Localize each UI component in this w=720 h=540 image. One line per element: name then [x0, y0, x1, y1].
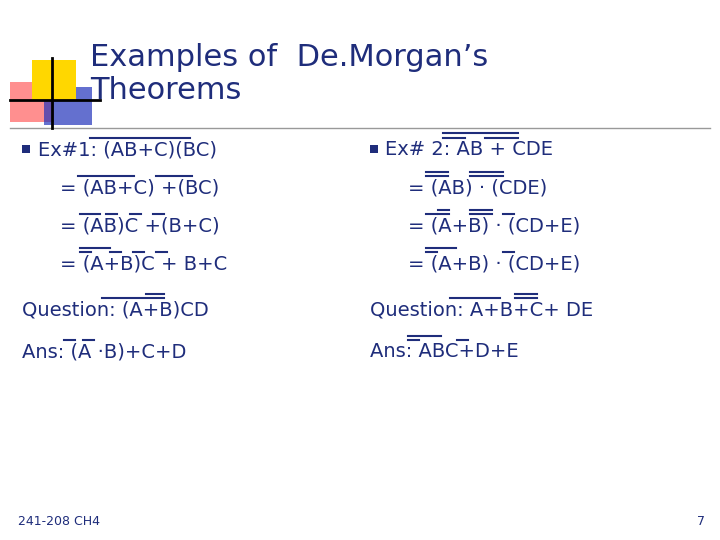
Bar	[22, 145, 30, 153]
Text: Ans: (A ·B)+C+D: Ans: (A ·B)+C+D	[22, 342, 186, 361]
Text: = (A+B)C + B+C: = (A+B)C + B+C	[60, 254, 228, 273]
Text: = (A+B) · (CD+E): = (A+B) · (CD+E)	[408, 254, 580, 273]
Bar	[10, 82, 54, 122]
Text: Ans: ABC+D+E: Ans: ABC+D+E	[370, 342, 518, 361]
Text: 7: 7	[697, 515, 705, 528]
Text: 241-208 CH4: 241-208 CH4	[18, 515, 100, 528]
Text: = (AB+C) +(BC): = (AB+C) +(BC)	[60, 178, 220, 197]
Text: Examples of  De.Morgan’s: Examples of De.Morgan’s	[90, 43, 488, 72]
Text: Ex#1: (AB+C)(BC): Ex#1: (AB+C)(BC)	[38, 140, 217, 159]
Text: Theorems: Theorems	[90, 76, 241, 105]
Bar	[32, 60, 76, 100]
Text: Question: A+B+C+ DE: Question: A+B+C+ DE	[370, 300, 593, 319]
Bar	[370, 145, 378, 153]
Text: Ex# 2: AB + CDE: Ex# 2: AB + CDE	[385, 140, 553, 159]
Text: = (A+B) · (CD+E): = (A+B) · (CD+E)	[408, 216, 580, 235]
Text: Question: (A+B)CD: Question: (A+B)CD	[22, 300, 209, 319]
Bar	[44, 87, 92, 125]
Text: = (AB) · (CDE): = (AB) · (CDE)	[408, 178, 547, 197]
Text: = (AB)C +(B+C): = (AB)C +(B+C)	[60, 216, 220, 235]
